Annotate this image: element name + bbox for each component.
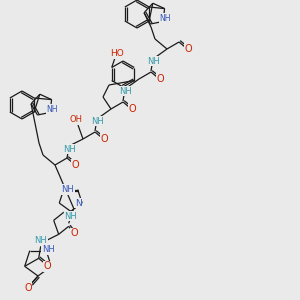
Text: NH: NH [42,245,55,254]
Text: NH: NH [118,86,131,95]
Text: NH: NH [91,116,103,125]
Text: O: O [156,74,164,84]
Text: NH: NH [34,236,47,245]
Text: O: O [71,228,79,238]
Text: OH: OH [70,116,83,124]
Text: NH: NH [63,145,75,154]
Text: NH: NH [159,14,171,23]
Text: HO: HO [110,49,124,58]
Text: O: O [71,160,79,170]
Text: NH: NH [64,212,77,221]
Text: O: O [184,44,192,54]
Text: NH: NH [61,185,74,194]
Text: N: N [75,199,82,208]
Text: O: O [24,283,32,293]
Text: O: O [128,104,136,114]
Text: NH: NH [147,56,159,65]
Text: NH: NH [46,105,58,114]
Text: O: O [100,134,108,144]
Text: O: O [44,261,52,271]
